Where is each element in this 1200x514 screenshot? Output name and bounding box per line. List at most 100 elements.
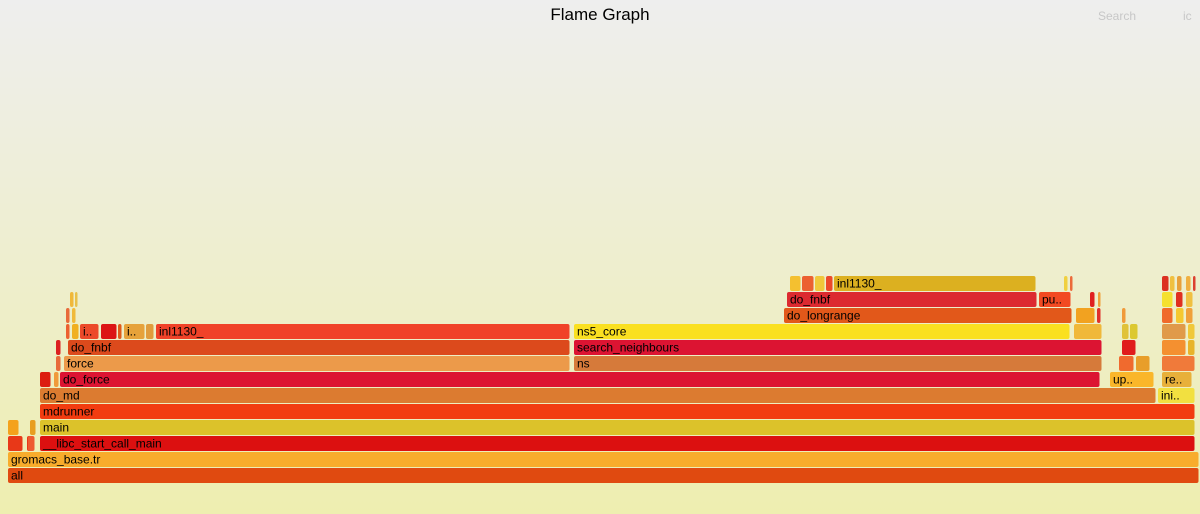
frame-inl1130_-2[interactable]: inl1130_ [834, 276, 1036, 291]
frame-rect[interactable] [574, 356, 1102, 371]
ignore-case-button[interactable]: ic [1183, 9, 1192, 23]
frame-frame-d6-a[interactable] [40, 372, 51, 387]
frame-rect[interactable] [1122, 324, 1129, 339]
frame-rect[interactable] [28, 436, 35, 451]
frame-rect[interactable] [80, 324, 99, 339]
frame-rect[interactable] [8, 452, 1199, 467]
frame-rect[interactable] [8, 420, 19, 435]
frame-frame-d11-g[interactable] [1186, 292, 1193, 307]
frame-rect[interactable] [72, 324, 79, 339]
frame-force[interactable]: force [64, 356, 570, 371]
frame-frame-d11-a[interactable] [70, 292, 74, 307]
frame-rect[interactable] [574, 324, 1070, 339]
frame-rect[interactable] [1064, 276, 1068, 291]
search-button[interactable]: Search [1098, 9, 1137, 23]
frame-frame-d10-d[interactable] [1097, 308, 1101, 323]
frame-rect[interactable] [1090, 292, 1095, 307]
frame-rect[interactable] [1162, 276, 1169, 291]
frame-frame-d10-e[interactable] [1122, 308, 1126, 323]
frame-rect[interactable] [72, 308, 76, 323]
frame-rect[interactable] [1186, 308, 1193, 323]
frame-rect[interactable] [40, 388, 1156, 403]
frame-frame-d7-a[interactable] [56, 356, 61, 371]
frame-frame-d9-g[interactable] [1122, 324, 1129, 339]
frame-rect[interactable] [8, 436, 23, 451]
frame-frame-d8-d[interactable] [1188, 340, 1195, 355]
frame-rect[interactable] [40, 372, 51, 387]
frame-do_fnbf[interactable]: do_fnbf [68, 340, 570, 355]
frame-rect[interactable] [1130, 324, 1138, 339]
frame-frame-d9-h[interactable] [1130, 324, 1138, 339]
frame-rect[interactable] [1193, 276, 1196, 291]
frame-rect[interactable] [826, 276, 833, 291]
frame-frame-d9-e[interactable] [146, 324, 154, 339]
frame-rect[interactable] [64, 356, 570, 371]
frame-rect[interactable] [1162, 372, 1192, 387]
frame-rect[interactable] [1170, 276, 1175, 291]
frame-rect[interactable] [1186, 276, 1191, 291]
frame-frame-d11-b[interactable] [75, 292, 78, 307]
frame-frame-d7-c[interactable] [1136, 356, 1150, 371]
frame-do_force[interactable]: do_force [60, 372, 1100, 387]
frame-rect[interactable] [574, 340, 1102, 355]
frame-rect[interactable] [790, 276, 801, 291]
frame-do_md[interactable]: do_md [40, 388, 1156, 403]
frame-rect[interactable] [1176, 292, 1183, 307]
frame-rect[interactable] [75, 292, 78, 307]
frame-frame-d12-k[interactable] [1193, 276, 1196, 291]
frame-rect[interactable] [30, 420, 36, 435]
frame-frame-d12-c[interactable] [815, 276, 825, 291]
frame-frame-d8-c[interactable] [1162, 340, 1186, 355]
frame-rect[interactable] [66, 308, 70, 323]
frame-rect[interactable] [1162, 292, 1173, 307]
frame-rect[interactable] [40, 404, 1195, 419]
frame-rect[interactable] [1176, 308, 1184, 323]
frame-frame-d11-d[interactable] [1098, 292, 1101, 307]
frame-inl1130_[interactable]: inl1130_ [156, 324, 570, 339]
frame-__libc_start_call_main[interactable]: __libc_start_call_main [40, 436, 1195, 451]
frame-rect[interactable] [1097, 308, 1101, 323]
frame-rect[interactable] [1188, 340, 1195, 355]
frame-frame-d10-b[interactable] [72, 308, 76, 323]
frame-search_neighbours[interactable]: search_neighbours [574, 340, 1102, 355]
frame-frame-d9-j[interactable] [1188, 324, 1195, 339]
frame-frame-d12-d[interactable] [826, 276, 833, 291]
frame-frame-d6-b[interactable] [54, 372, 59, 387]
frame-rect[interactable] [787, 292, 1037, 307]
frame-frame-d12-j[interactable] [1186, 276, 1191, 291]
frame-rect[interactable] [8, 468, 1199, 483]
frame-rect[interactable] [1098, 292, 1101, 307]
frame-frame-d10-c[interactable] [1076, 308, 1095, 323]
frame-frame-d10-g[interactable] [1176, 308, 1184, 323]
frame-pu..[interactable]: pu.. [1039, 292, 1071, 307]
frame-rect[interactable] [1136, 356, 1150, 371]
frame-rect[interactable] [68, 340, 570, 355]
frame-rect[interactable] [156, 324, 570, 339]
frame-frame-d12-b[interactable] [802, 276, 814, 291]
frame-frame-d12-g[interactable] [1162, 276, 1169, 291]
frame-frame-d10-a[interactable] [66, 308, 70, 323]
frame-rect[interactable] [40, 436, 1195, 451]
frame-do_longrange[interactable]: do_longrange [784, 308, 1072, 323]
frame-frame-d9-d[interactable] [118, 324, 122, 339]
frame-frame-d11-c[interactable] [1090, 292, 1095, 307]
frame-rect[interactable] [40, 420, 1195, 435]
frame-rect[interactable] [1076, 308, 1095, 323]
frame-rect[interactable] [802, 276, 814, 291]
frame-rect[interactable] [1186, 292, 1193, 307]
frame-rect[interactable] [1188, 324, 1195, 339]
frame-rect[interactable] [1110, 372, 1154, 387]
frame-up..[interactable]: up.. [1110, 372, 1154, 387]
frame-rect[interactable] [66, 324, 70, 339]
frame-frame-d11-e[interactable] [1162, 292, 1173, 307]
frame-frame-d3-a[interactable] [8, 420, 19, 435]
frame-frame-d12-h[interactable] [1170, 276, 1175, 291]
frame-ns5_core[interactable]: ns5_core [574, 324, 1070, 339]
frame-rect[interactable] [56, 340, 61, 355]
frame-rect[interactable] [118, 324, 122, 339]
frame-do_fnbf-2[interactable]: do_fnbf [787, 292, 1037, 307]
frame-rect[interactable] [70, 292, 74, 307]
frame-rect[interactable] [1162, 340, 1186, 355]
frame-frame-d9-a[interactable] [66, 324, 70, 339]
frame-rect[interactable] [54, 372, 59, 387]
